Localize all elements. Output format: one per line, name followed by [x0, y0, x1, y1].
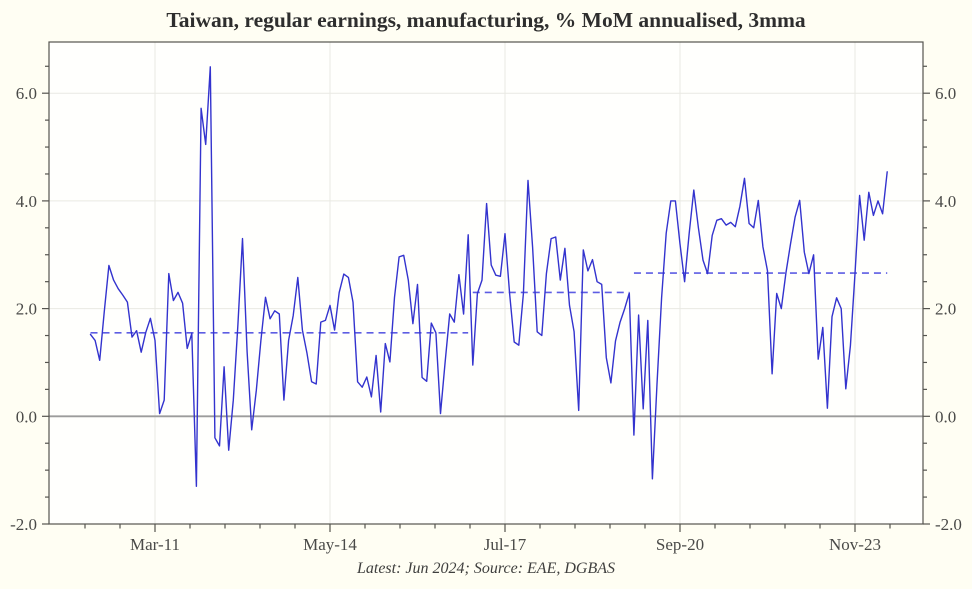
y-axis-label-left: 6.0 [16, 84, 37, 103]
x-axis-label: Jul-17 [484, 535, 527, 554]
x-axis-label: Nov-23 [829, 535, 881, 554]
chart-title: Taiwan, regular earnings, manufacturing,… [166, 8, 806, 32]
chart-footnote: Latest: Jun 2024; Source: EAE, DGBAS [356, 560, 615, 577]
plot-area: -2.0 -2.0 0.0 0.0 2.0 2.0 4.0 4.0 6.0 6.0 Mar-11 Ma… [10, 41, 962, 554]
y-axis-label-right: 0.0 [935, 407, 956, 426]
y-axis-label-right: 6.0 [935, 84, 956, 103]
y-axis-label-left: 2.0 [16, 300, 37, 319]
plot-frame [48, 41, 924, 525]
y-axis-label-left: 4.0 [16, 192, 37, 211]
series-line [89, 66, 888, 487]
x-axis-label: Sep-20 [656, 535, 704, 554]
y-axis-label-right: -2.0 [935, 515, 962, 534]
x-axis-label: Mar-11 [130, 535, 180, 554]
y-axis-label-right: 2.0 [935, 300, 956, 319]
y-axis-label-left: 0.0 [16, 407, 37, 426]
x-axis-label: May-14 [303, 535, 357, 554]
y-axis-label-left: -2.0 [10, 515, 37, 534]
plot-background [49, 42, 923, 524]
y-axis-label-right: 4.0 [935, 192, 956, 211]
